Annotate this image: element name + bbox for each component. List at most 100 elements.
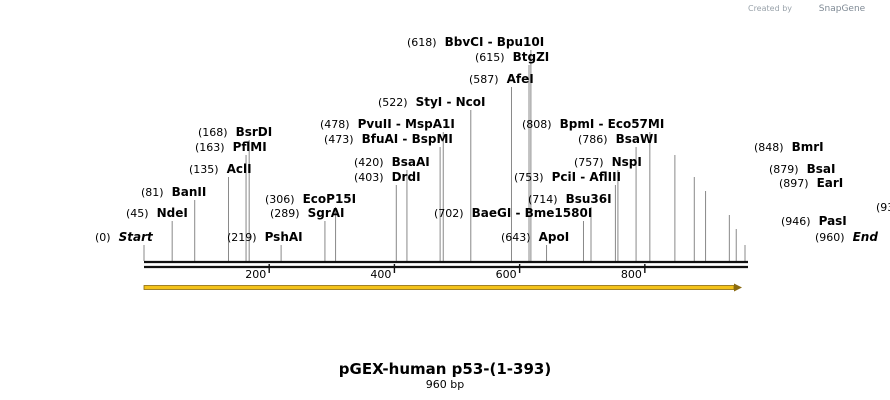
enzyme-name: BsaWI	[616, 132, 658, 146]
site-label[interactable]: (879) BsaI	[769, 162, 835, 176]
site-position: (168)	[198, 126, 228, 139]
enzyme-name: BsaI	[807, 162, 836, 176]
site-label[interactable]: (786) BsaWI	[578, 132, 658, 146]
site-label[interactable]: (306) EcoP15I	[265, 192, 356, 206]
site-position: (306)	[265, 193, 295, 206]
site-label[interactable]: (522) StyI - NcoI	[378, 95, 485, 109]
enzyme-name: AfeI	[507, 72, 534, 86]
site-label[interactable]: (808) BpmI - Eco57MI	[522, 117, 664, 131]
site-labels: (45) NdeI(81) BanII(135) AclI(163) PflMI(168…	[95, 35, 890, 244]
ruler-tick-label: 400	[370, 268, 391, 281]
site-position: (522)	[378, 96, 408, 109]
site-label[interactable]: (848) BmrI	[754, 140, 824, 154]
enzyme-name: Start	[119, 230, 154, 244]
site-label[interactable]: (753) PciI - AflIII	[514, 170, 621, 184]
enzyme-name: PflMI	[233, 140, 267, 154]
ruler-tick-label: 600	[496, 268, 517, 281]
site-label[interactable]: (163) PflMI	[195, 140, 267, 154]
enzyme-name: BanII	[172, 185, 207, 199]
enzyme-name: NspI	[612, 155, 642, 169]
enzyme-name: BtgZI	[513, 50, 550, 64]
site-label[interactable]: (45) NdeI	[126, 206, 188, 220]
site-label[interactable]: (81) BanII	[141, 185, 206, 199]
enzyme-name: StyI - NcoI	[416, 95, 486, 109]
site-position: (714)	[528, 193, 558, 206]
sequence-end-label[interactable]: (960) End	[815, 230, 878, 244]
site-label[interactable]: (643) ApoI	[501, 230, 569, 244]
enzyme-name: BsaAI	[392, 155, 430, 169]
site-label[interactable]: (403) DrdI	[354, 170, 421, 184]
enzyme-name: NdeI	[157, 206, 188, 220]
enzyme-name: BfuAI - BspMI	[362, 132, 453, 146]
site-label[interactable]: (702) BaeGI - Bme1580I	[434, 206, 592, 220]
site-label[interactable]: (587) AfeI	[469, 72, 534, 86]
site-position: (643)	[501, 231, 531, 244]
site-label[interactable]: (897) EarI	[779, 176, 843, 190]
enzyme-name: PciI - AflIII	[552, 170, 621, 184]
site-label[interactable]: (420) BsaAI	[354, 155, 430, 169]
site-position: (135)	[189, 163, 219, 176]
site-position: (808)	[522, 118, 552, 131]
site-label[interactable]: (757) NspI	[574, 155, 642, 169]
feature-arrow-head	[734, 283, 742, 292]
site-label[interactable]: (135) AclI	[189, 162, 252, 176]
enzyme-name: PvuII - MspA1I	[358, 117, 455, 131]
site-label[interactable]: (618) BbvCI - Bpu10I	[407, 35, 544, 49]
site-position: (0)	[95, 231, 111, 244]
site-label[interactable]: (935)BssSI - BssSαI	[876, 200, 890, 214]
enzyme-name: DrdI	[392, 170, 421, 184]
enzyme-name: BsrDI	[236, 125, 273, 139]
ruler-tick-label: 200	[245, 268, 266, 281]
site-label[interactable]: (615) BtgZI	[475, 50, 549, 64]
enzyme-name: ApoI	[539, 230, 570, 244]
site-position: (81)	[141, 186, 164, 199]
site-position: (163)	[195, 141, 225, 154]
site-label[interactable]: (714) Bsu36I	[528, 192, 612, 206]
site-position: (403)	[354, 171, 384, 184]
site-position: (753)	[514, 171, 544, 184]
site-position: (473)	[324, 133, 354, 146]
site-position: (879)	[769, 163, 799, 176]
site-position: (960)	[815, 231, 845, 244]
brand-prefix: Created by	[748, 4, 792, 13]
map-title: pGEX-human p53-(1-393)	[339, 360, 551, 378]
site-position: (45)	[126, 207, 149, 220]
site-position: (757)	[574, 156, 604, 169]
enzyme-name: PshAI	[265, 230, 303, 244]
ruler-ticks: 200 400 600 800	[245, 264, 646, 281]
enzyme-name: SgrAI	[308, 206, 345, 220]
enzyme-name: EarI	[817, 176, 844, 190]
site-position: (946)	[781, 215, 811, 228]
site-position: (289)	[270, 207, 300, 220]
site-label[interactable]: (946) PasI	[781, 214, 847, 228]
site-position: (478)	[320, 118, 350, 131]
site-label[interactable]: (478) PvuII - MspA1I	[320, 117, 455, 131]
site-position: (615)	[475, 51, 505, 64]
site-position: (848)	[754, 141, 784, 154]
enzyme-name: BaeGI - Bme1580I	[472, 206, 593, 220]
feature-arrow[interactable]	[143, 283, 742, 292]
site-position: (935)	[876, 201, 890, 214]
enzyme-name: AclI	[227, 162, 252, 176]
site-position: (618)	[407, 36, 437, 49]
site-label[interactable]: (473) BfuAI - BspMI	[324, 132, 453, 146]
enzyme-name: Bsu36I	[566, 192, 612, 206]
ruler-tick-label: 800	[621, 268, 642, 281]
site-label[interactable]: (219) PshAI	[227, 230, 303, 244]
sequence-end-label[interactable]: (0) Start	[95, 230, 154, 244]
leader-lines	[143, 50, 746, 261]
enzyme-name: End	[853, 230, 879, 244]
site-label[interactable]: (289) SgrAI	[270, 206, 345, 220]
site-position: (219)	[227, 231, 257, 244]
site-position: (897)	[779, 177, 809, 190]
enzyme-name: BbvCI - Bpu10I	[445, 35, 545, 49]
feature-arrow-bar	[143, 285, 735, 290]
enzyme-name: BpmI - Eco57MI	[560, 117, 665, 131]
brand-name: SnapGene	[819, 4, 866, 14]
enzyme-name: BmrI	[792, 140, 824, 154]
site-label[interactable]: (168) BsrDI	[198, 125, 272, 139]
site-position: (587)	[469, 73, 499, 86]
site-position: (702)	[434, 207, 464, 220]
enzyme-name: PasI	[819, 214, 847, 228]
